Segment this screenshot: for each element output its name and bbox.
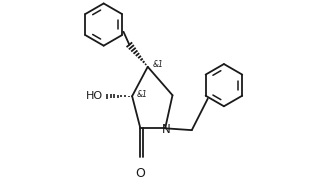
Text: HO: HO (86, 91, 103, 101)
Text: O: O (136, 167, 145, 180)
Text: &1: &1 (137, 90, 148, 99)
Text: &1: &1 (152, 60, 163, 68)
Text: N: N (162, 123, 171, 136)
